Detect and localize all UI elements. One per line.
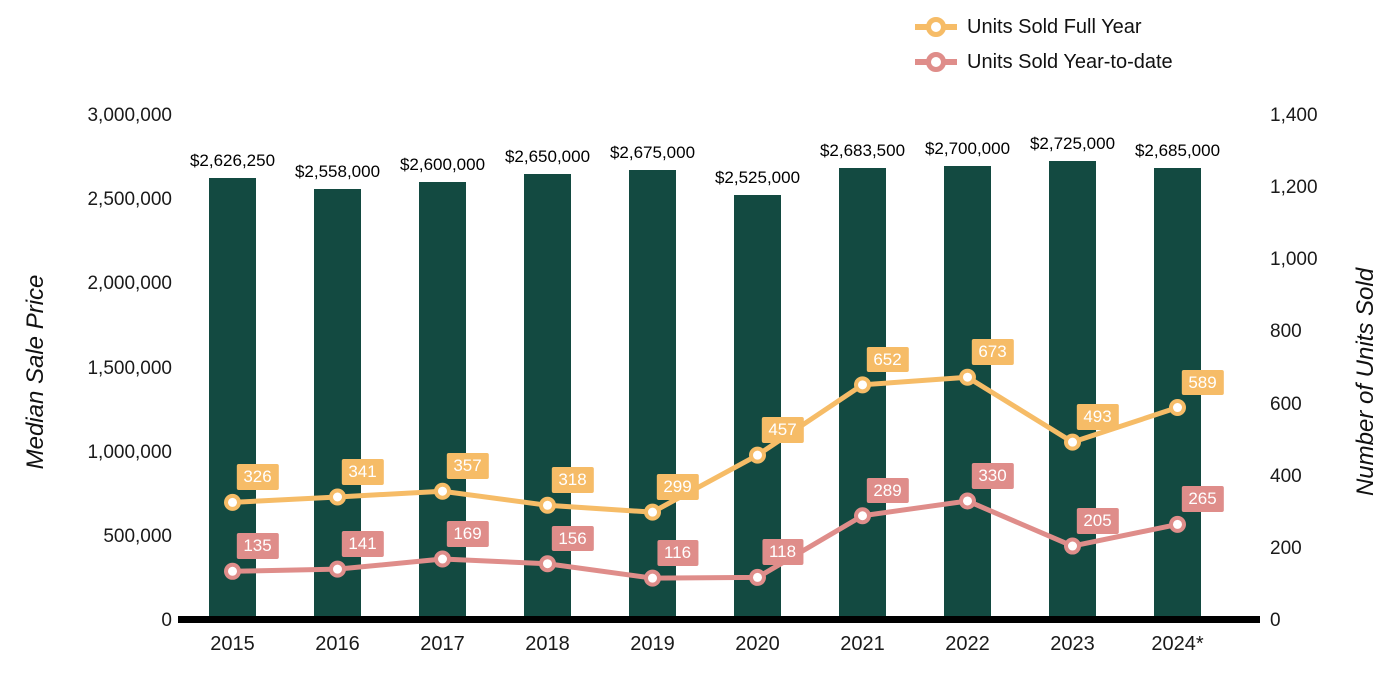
point-value-label: 116 <box>656 540 699 566</box>
bar-value-label: $2,525,000 <box>713 167 802 188</box>
legend-label-full-year: Units Sold Full Year <box>967 15 1142 38</box>
left-axis-tick-label: 0 <box>161 610 172 631</box>
bar-value-label: $2,685,000 <box>1133 141 1222 162</box>
legend-item-units-sold-full-year: Units Sold Full Year <box>915 12 1173 42</box>
bar-value-label: $2,683,500 <box>818 141 907 162</box>
point-value-label: 589 <box>1181 369 1224 396</box>
x-axis-label: 2019 <box>630 633 675 655</box>
right-axis-tick-label: 400 <box>1270 465 1302 487</box>
line-point-marker-icon <box>915 16 957 38</box>
legend-circle-swatch <box>926 17 946 37</box>
point-value-label: 135 <box>236 533 279 559</box>
point-value-label: 457 <box>761 417 804 443</box>
left-axis-tick-label: 3,000,000 <box>87 105 172 126</box>
x-axis-label: 2022 <box>945 633 990 655</box>
legend-label-ytd: Units Sold Year-to-date <box>967 50 1173 73</box>
median-price-bar <box>1049 161 1096 620</box>
right-axis-tick-label: 0 <box>1270 610 1281 631</box>
point-value-label: 493 <box>1076 404 1119 430</box>
right-axis-tick-label: 200 <box>1270 537 1302 559</box>
median-price-bar <box>839 168 886 620</box>
legend-circle-swatch <box>926 52 946 72</box>
point-value-label: 318 <box>551 467 594 493</box>
x-axis-label: 2020 <box>735 633 780 655</box>
x-axis-label: 2017 <box>420 633 465 655</box>
right-axis-tick-label: 1,400 <box>1270 105 1318 126</box>
median-price-bar <box>419 182 466 620</box>
legend-item-units-sold-ytd: Units Sold Year-to-date <box>915 47 1173 77</box>
point-value-label: 326 <box>236 464 279 490</box>
bar-value-label: $2,600,000 <box>398 155 487 176</box>
right-axis-tick-label: 800 <box>1270 321 1302 343</box>
left-axis-tick-label: 1,000,000 <box>87 441 172 463</box>
point-value-label: 673 <box>971 339 1014 365</box>
point-value-label: 141 <box>341 531 384 557</box>
bar-value-label: $2,725,000 <box>1028 134 1117 155</box>
right-axis-title: Number of Units Sold <box>1352 267 1379 497</box>
bar-value-label: $2,675,000 <box>608 142 697 163</box>
x-axis-label: 2015 <box>210 633 255 655</box>
median-price-bar <box>524 173 571 620</box>
right-axis-tick-label: 600 <box>1270 393 1302 415</box>
point-value-label: 118 <box>761 539 804 565</box>
left-axis-tick-label: 2,500,000 <box>87 189 172 211</box>
left-axis-tick-label: 1,500,000 <box>87 357 172 379</box>
point-value-label: 299 <box>656 474 699 500</box>
point-value-label: 156 <box>551 525 594 552</box>
x-axis-label: 2021 <box>840 633 885 655</box>
point-value-label: 169 <box>446 521 489 547</box>
bar-value-label: $2,700,000 <box>923 138 1012 159</box>
line-point-marker-icon <box>915 51 957 73</box>
point-value-label: 205 <box>1076 508 1119 534</box>
left-axis-tick-label: 2,000,000 <box>87 273 172 295</box>
x-axis-label: 2023 <box>1050 633 1095 655</box>
point-value-label: 330 <box>971 462 1014 489</box>
left-axis-tick-label: 500,000 <box>103 525 172 547</box>
left-axis-title: Median Sale Price <box>22 274 49 470</box>
point-value-label: 289 <box>866 477 909 504</box>
x-axis-line <box>178 616 1260 623</box>
x-axis-label: 2024* <box>1151 633 1204 655</box>
bar-value-label: $2,626,250 <box>188 150 277 171</box>
point-value-label: 652 <box>866 346 909 373</box>
line-units-full-year <box>230 374 1180 515</box>
point-value-label: 357 <box>446 453 489 479</box>
x-axis-label: 2016 <box>315 633 360 655</box>
point-value-label: 265 <box>1181 486 1224 512</box>
point-value-label: 341 <box>341 458 384 485</box>
bar-value-label: $2,650,000 <box>503 146 592 167</box>
legend: Units Sold Full Year Units Sold Year-to-… <box>915 12 1173 77</box>
right-axis-tick-label: 1,000 <box>1270 249 1318 271</box>
right-axis-tick-label: 1,200 <box>1270 177 1318 199</box>
x-axis-label: 2018 <box>525 633 570 655</box>
bar-value-label: $2,558,000 <box>293 162 382 183</box>
median-price-bar <box>944 165 991 620</box>
